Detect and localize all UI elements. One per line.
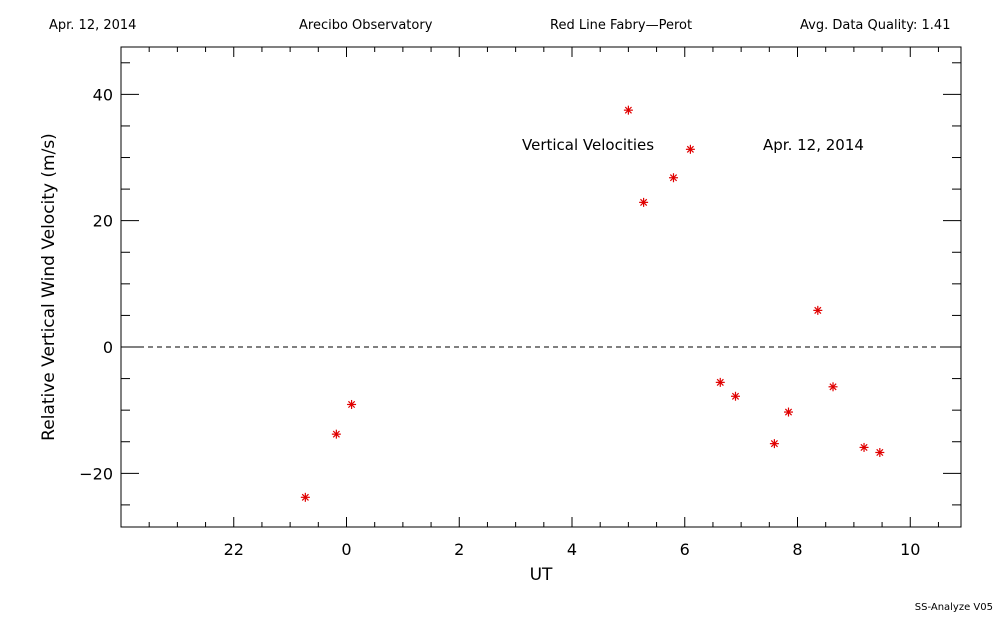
data-point: [813, 305, 823, 315]
data-point: [769, 439, 779, 449]
header-site: Arecibo Observatory: [299, 18, 433, 33]
axis-ticks: [120, 47, 961, 527]
y-axis-label: Relative Vertical Wind Velocity (m/s): [39, 133, 59, 441]
data-point: [828, 382, 838, 392]
annotation-date: Apr. 12, 2014: [763, 136, 864, 154]
data-point: [875, 447, 885, 457]
data-point: [783, 407, 793, 417]
data-point: [668, 173, 678, 183]
tick-labels: 22 0 2 4 6 8 10 −20 0 20 40: [79, 85, 920, 559]
x-tick-label: 6: [680, 540, 690, 559]
x-tick-label: 8: [792, 540, 802, 559]
y-tick-label: 0: [103, 338, 113, 357]
annotation-vertical-velocities: Vertical Velocities: [522, 136, 654, 154]
software-version: SS-Analyze V05: [914, 602, 993, 613]
data-point: [347, 399, 357, 409]
header-instrument: Red Line Fabry—Perot: [550, 18, 693, 33]
y-tick-label: 20: [93, 212, 113, 231]
x-tick-label: 0: [341, 540, 351, 559]
header-date: Apr. 12, 2014: [49, 18, 137, 33]
data-point: [685, 144, 695, 154]
data-point: [623, 105, 633, 115]
x-tick-label: 22: [224, 540, 244, 559]
x-tick-label: 2: [454, 540, 464, 559]
data-point: [715, 377, 725, 387]
plot-frame: [120, 46, 962, 528]
data-point: [859, 442, 869, 452]
x-axis-label: UT: [530, 565, 553, 585]
y-tick-label: −20: [79, 464, 113, 483]
header-data-quality: Avg. Data Quality: 1.41: [800, 18, 951, 33]
x-tick-label: 10: [900, 540, 920, 559]
data-point: [730, 391, 740, 401]
data-point: [639, 197, 649, 207]
x-tick-label: 4: [567, 540, 577, 559]
data-point: [331, 429, 341, 439]
data-point: [300, 492, 310, 502]
data-points: [300, 105, 885, 502]
y-tick-label: 40: [93, 85, 113, 104]
